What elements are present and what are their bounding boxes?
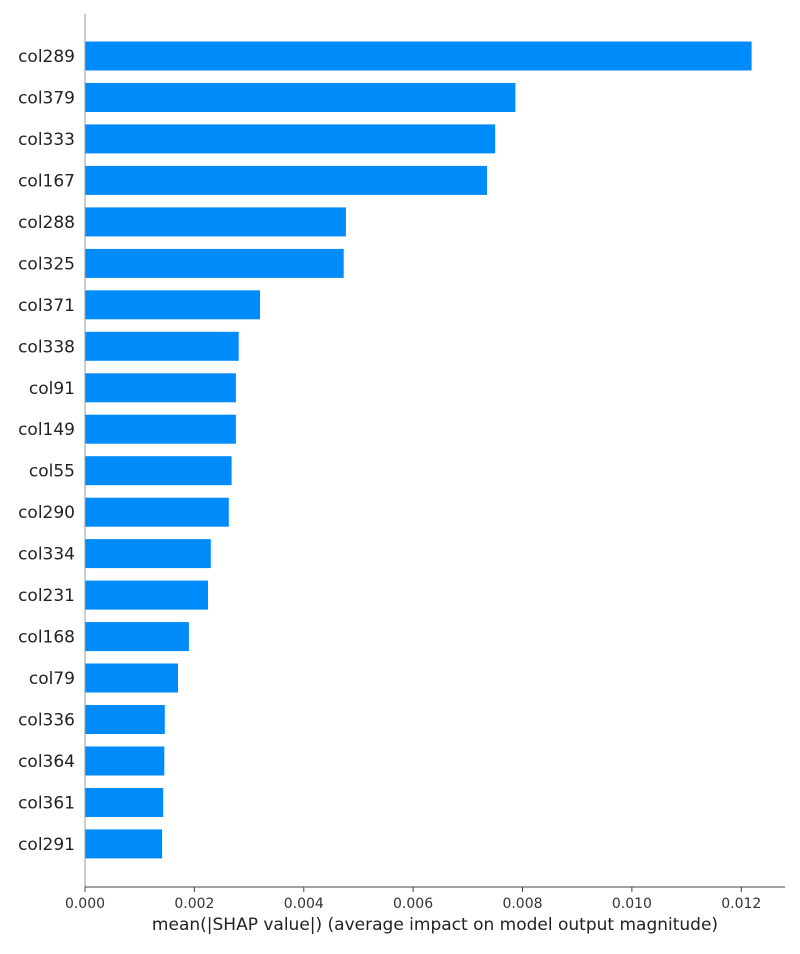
- bar-col167: [85, 165, 487, 195]
- bar-col333: [85, 124, 496, 154]
- category-label-col91: col91: [29, 379, 75, 399]
- category-label-col338: col338: [18, 337, 75, 357]
- bar-col379: [85, 83, 516, 112]
- category-label-col361: col361: [18, 794, 75, 814]
- x-tick-label-0.012: 0.012: [721, 896, 761, 912]
- category-label-col325: col325: [18, 254, 75, 274]
- bar-col79: [85, 663, 178, 693]
- category-label-col364: col364: [18, 752, 75, 772]
- bar-col168: [85, 622, 189, 652]
- category-label-col336: col336: [18, 711, 75, 731]
- bar-col55: [85, 456, 232, 486]
- bar-col231: [85, 580, 208, 610]
- bar-col289: [85, 41, 752, 71]
- x-tick-label-0.004: 0.004: [284, 896, 324, 912]
- category-label-col79: col79: [29, 669, 75, 689]
- category-labels-layer: col289 col379 col333 col167 col288 col325 col3…: [18, 47, 75, 855]
- bar-col336: [85, 705, 165, 734]
- category-label-col290: col290: [18, 503, 75, 523]
- bar-col364: [85, 746, 165, 776]
- bar-col288: [85, 207, 346, 237]
- x-tick-label-0.006: 0.006: [393, 896, 433, 912]
- bars-layer: [85, 41, 752, 859]
- x-axis-label: mean(|SHAP value|) (average impact on mo…: [152, 915, 718, 935]
- category-label-col334: col334: [18, 545, 75, 565]
- category-label-col291: col291: [18, 835, 75, 855]
- bar-col361: [85, 788, 164, 817]
- category-label-col288: col288: [18, 213, 75, 233]
- bar-col325: [85, 248, 344, 278]
- category-label-col379: col379: [18, 89, 75, 109]
- x-tick-label-0.008: 0.008: [502, 896, 542, 912]
- x-tick-label-0.000: 0.000: [65, 896, 105, 912]
- bar-col291: [85, 829, 163, 859]
- bar-col338: [85, 331, 239, 361]
- bar-col371: [85, 290, 260, 320]
- bar-col149: [85, 414, 236, 444]
- bar-col334: [85, 539, 211, 569]
- category-label-col149: col149: [18, 420, 75, 440]
- bar-col91: [85, 373, 236, 403]
- category-label-col167: col167: [18, 171, 75, 191]
- category-label-col333: col333: [18, 130, 75, 150]
- x-tick-label-0.010: 0.010: [612, 896, 652, 912]
- x-tick-label-0.002: 0.002: [174, 896, 214, 912]
- category-label-col55: col55: [29, 462, 75, 482]
- category-label-col289: col289: [18, 47, 75, 67]
- category-label-col371: col371: [18, 296, 75, 316]
- category-label-col231: col231: [18, 586, 75, 606]
- x-ticks-layer: 0.000 0.002 0.004 0.006 0.008 0.010 0.012: [65, 887, 761, 912]
- category-label-col168: col168: [18, 628, 75, 648]
- bar-col290: [85, 497, 229, 527]
